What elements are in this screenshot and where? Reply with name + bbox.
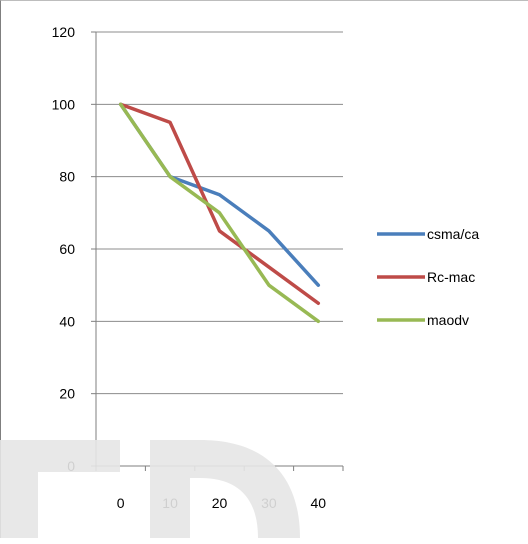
x-tick-label: 20 — [212, 495, 228, 511]
legend-label-rc-mac: Rc-mac — [427, 269, 475, 285]
y-tick-label: 100 — [52, 96, 76, 112]
gridlines — [91, 31, 344, 471]
y-tick-labels: 0 20 40 60 80 100 120 — [52, 24, 76, 474]
y-tick-label: 120 — [52, 24, 76, 40]
y-tick-label: 80 — [59, 169, 75, 185]
y-tick-label: 20 — [59, 386, 75, 402]
legend-label-maodv: maodv — [427, 312, 469, 328]
y-tick-label: 60 — [59, 241, 75, 257]
series-line-maodv — [118, 102, 321, 324]
x-tick-labels: 0 10 20 30 40 — [117, 495, 326, 511]
x-tick-label: 0 — [117, 495, 125, 511]
x-tick-label: 40 — [311, 495, 327, 511]
series-lines — [118, 102, 321, 324]
x-tick-label: 10 — [162, 495, 178, 511]
series-line-rc-mac — [118, 102, 321, 305]
y-tick-label: 0 — [67, 458, 75, 474]
legend: csma/ca Rc-mac maodv — [377, 226, 479, 328]
y-tick-label: 40 — [59, 313, 75, 329]
legend-label-csma-ca: csma/ca — [427, 226, 479, 242]
x-tick-label: 30 — [261, 495, 277, 511]
series-line-csma-ca — [118, 102, 321, 287]
